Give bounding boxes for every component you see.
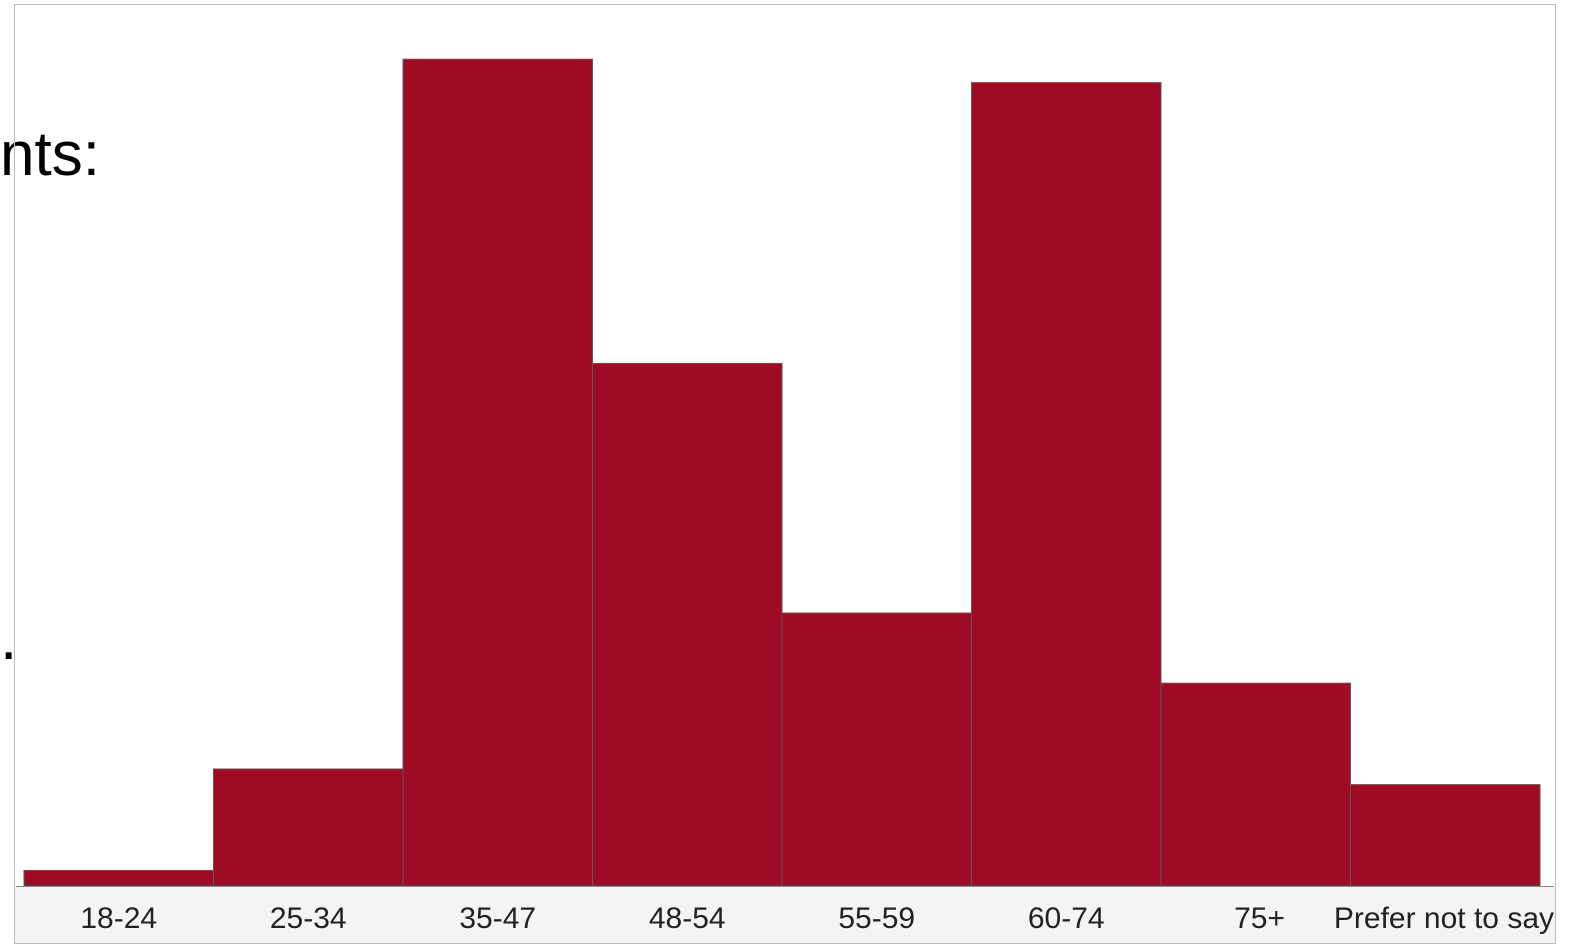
bar-75- <box>1160 682 1351 887</box>
x-tick-label: 25-34 <box>270 902 347 935</box>
bar-55-59 <box>781 612 972 887</box>
bar-35-47 <box>402 58 593 887</box>
bar-25-34 <box>213 768 404 887</box>
bar-48-54 <box>592 362 783 887</box>
x-axis-strip <box>15 886 1555 943</box>
bar-60-74 <box>971 82 1162 887</box>
x-tick-label: 35-47 <box>459 902 536 935</box>
x-tick-label: 48-54 <box>649 902 726 935</box>
x-tick-label: 18-24 <box>80 902 157 935</box>
x-tick-label: 60-74 <box>1028 902 1105 935</box>
bar-series <box>23 58 1541 887</box>
x-tick-label: 55-59 <box>838 902 915 935</box>
bar-prefer-not-to-say <box>1350 784 1541 887</box>
chart-panel <box>14 4 1556 944</box>
x-axis-tick-labels: 18-24 25-34 35-47 48-54 55-59 60-74 75+ Prefer … <box>80 902 1554 935</box>
x-tick-label: 75+ <box>1234 902 1285 935</box>
x-tick-label: Prefer not to say <box>1334 902 1554 935</box>
bar-18-24 <box>23 869 214 887</box>
